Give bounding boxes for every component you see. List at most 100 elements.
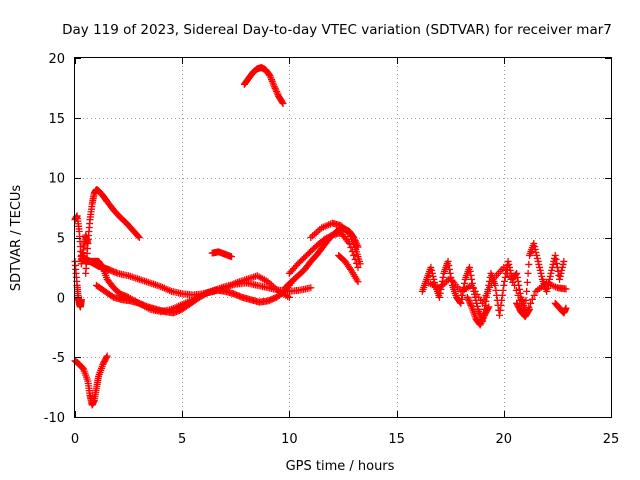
data-point <box>532 248 540 256</box>
x-axis-label: GPS time / hours <box>286 459 395 474</box>
data-point <box>102 353 110 361</box>
data-point <box>524 269 532 277</box>
data-point <box>444 257 452 265</box>
data-point <box>428 269 436 277</box>
data-point <box>480 295 488 303</box>
data-point <box>562 304 570 312</box>
data-point <box>486 283 494 291</box>
x-tick-label: 10 <box>281 432 298 447</box>
data-point <box>478 318 486 326</box>
data-point <box>547 269 555 277</box>
data-point <box>435 293 443 301</box>
data-point <box>533 254 541 262</box>
data-point <box>439 273 447 281</box>
data-point <box>467 271 475 279</box>
y-axis-ticks: -10 -5 0 5 10 15 20 <box>44 52 611 426</box>
data-point <box>513 273 521 281</box>
data-point <box>465 263 473 271</box>
data-point <box>445 265 453 273</box>
data-point <box>354 278 362 286</box>
x-tick-label: 5 <box>178 432 186 447</box>
data-point <box>476 321 484 329</box>
data-point <box>558 266 566 274</box>
data-point <box>135 234 143 241</box>
data-point <box>514 291 522 299</box>
x-axis-ticks: 0 5 10 15 20 25 <box>71 58 619 447</box>
data-point <box>496 311 504 319</box>
data-point <box>484 304 492 312</box>
data-point <box>465 298 473 306</box>
data-point <box>543 287 551 295</box>
data-point <box>482 291 490 299</box>
x-tick-label: 15 <box>388 432 405 447</box>
data-point <box>273 89 281 97</box>
data-point <box>496 306 504 314</box>
data-point <box>78 364 86 372</box>
data-point <box>505 260 513 268</box>
y-axis-label: SDTVAR / TECUs <box>9 185 24 292</box>
data-point <box>522 296 530 304</box>
y-tick-label: -10 <box>44 411 65 426</box>
data-point <box>429 272 437 280</box>
data-point <box>549 260 557 268</box>
data-point <box>279 99 287 107</box>
data-point <box>466 300 474 308</box>
data-point <box>445 261 453 269</box>
x-tick-label: 20 <box>496 432 513 447</box>
data-point <box>523 287 531 295</box>
data-point <box>548 266 556 274</box>
x-tick-label: 25 <box>603 432 620 447</box>
data-point <box>501 273 509 281</box>
data-point <box>546 272 554 280</box>
data-point <box>478 299 486 307</box>
data-point <box>484 287 492 295</box>
data-point <box>558 263 566 271</box>
data-point <box>500 281 508 289</box>
data-point <box>427 263 435 271</box>
y-tick-label: 10 <box>48 172 65 187</box>
data-point <box>534 257 542 265</box>
data-point <box>492 286 500 294</box>
data-point <box>273 88 281 96</box>
data-point <box>527 299 535 307</box>
data-point <box>456 298 464 306</box>
data-point <box>278 98 286 106</box>
data-point <box>538 272 546 280</box>
data-point <box>466 267 474 275</box>
data-point <box>525 306 533 314</box>
data-point <box>98 262 106 270</box>
data-points <box>71 64 570 409</box>
data-point <box>464 295 472 303</box>
data-point <box>478 316 486 324</box>
data-point <box>77 296 85 304</box>
data-point <box>531 245 539 253</box>
data-point <box>487 279 495 287</box>
data-point <box>498 296 506 304</box>
data-point <box>491 281 499 289</box>
y-tick-label: 15 <box>48 112 65 127</box>
data-point <box>546 275 554 283</box>
data-point <box>512 270 520 278</box>
data-point <box>467 301 475 309</box>
data-point <box>559 260 567 268</box>
data-point <box>562 285 570 293</box>
data-point <box>354 263 362 271</box>
data-point <box>535 260 543 268</box>
y-tick-label: 0 <box>57 291 65 306</box>
data-point <box>477 319 485 327</box>
data-point <box>553 259 561 267</box>
data-point <box>499 286 507 294</box>
data-point <box>356 260 364 268</box>
data-point <box>460 279 468 287</box>
data-point <box>536 266 544 274</box>
data-point <box>530 291 538 299</box>
data-point <box>556 272 564 280</box>
data-point <box>557 269 565 277</box>
data-point <box>103 352 111 360</box>
data-point <box>513 269 521 277</box>
data-point <box>543 284 551 292</box>
data-point <box>307 284 315 292</box>
data-point <box>480 313 488 321</box>
data-point <box>504 257 512 265</box>
